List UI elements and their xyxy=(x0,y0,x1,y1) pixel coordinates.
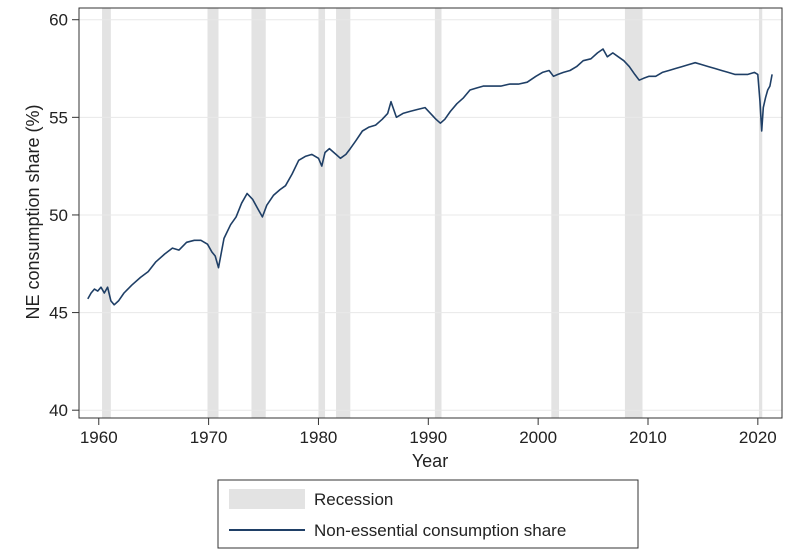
recession-band-2 xyxy=(251,8,266,418)
legend: Recession Non-essential consumption shar… xyxy=(217,479,639,549)
series-line-0 xyxy=(87,48,773,306)
x-tick-label-3: 1990 xyxy=(409,428,447,447)
gridlines xyxy=(79,19,782,411)
recession-band-0 xyxy=(102,8,111,418)
recession-band-6 xyxy=(551,8,560,418)
y-tick-label-2: 50 xyxy=(49,206,68,225)
recession-band-3 xyxy=(318,8,326,418)
series-lines xyxy=(87,48,773,306)
y-tick-label-1: 45 xyxy=(49,304,68,323)
y-tick-label-3: 55 xyxy=(49,108,68,127)
recession-band-7 xyxy=(624,8,643,418)
x-tick-label-4: 2000 xyxy=(519,428,557,447)
y-axis-title: NE consumption share (%) xyxy=(23,104,43,319)
plot-frame xyxy=(78,7,783,419)
recession-bands xyxy=(102,8,763,418)
legend-line-label: Non-essential consumption share xyxy=(314,521,566,540)
recession-band-1 xyxy=(207,8,219,418)
recession-band-5 xyxy=(434,8,442,418)
legend-recession-swatch xyxy=(229,489,305,509)
y-axis: 40 45 50 55 60 xyxy=(49,11,79,420)
plot-area xyxy=(78,7,783,419)
x-axis: 1960 1970 1980 1990 2000 2010 2020 xyxy=(80,418,777,447)
x-tick-label-0: 1960 xyxy=(80,428,118,447)
recession-band-4 xyxy=(336,8,351,418)
x-tick-label-6: 2020 xyxy=(739,428,777,447)
x-tick-label-1: 1970 xyxy=(190,428,228,447)
x-tick-label-5: 2010 xyxy=(629,428,667,447)
x-tick-label-2: 1980 xyxy=(300,428,338,447)
legend-recession-label: Recession xyxy=(314,490,393,509)
recession-band-8 xyxy=(758,8,763,418)
y-tick-label-0: 40 xyxy=(49,401,68,420)
y-tick-label-4: 60 xyxy=(49,11,68,30)
x-axis-title: Year xyxy=(412,451,448,471)
